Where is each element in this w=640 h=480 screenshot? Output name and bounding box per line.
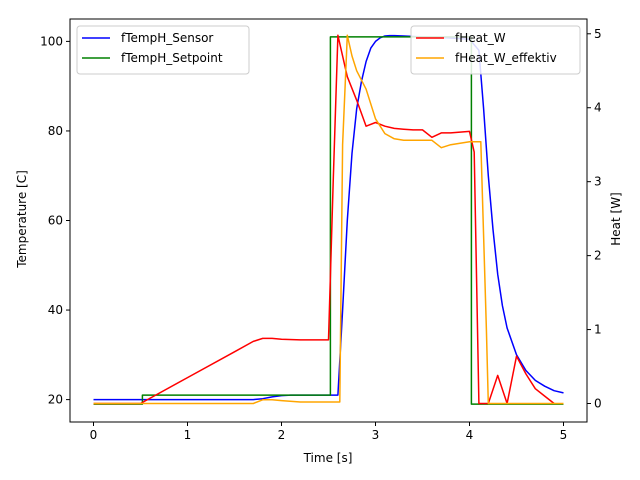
legend-left: fTempH_Sensor fTempH_Setpoint <box>76 25 250 75</box>
x-tick-label: 5 <box>560 428 568 442</box>
y-right-tick-label: 1 <box>594 323 602 337</box>
y-left-tick-label: 100 <box>40 34 63 48</box>
x-axis-ticks: 0 1 2 3 4 5 <box>90 422 568 442</box>
plot-lines <box>93 34 564 405</box>
y-left-axis-ticks: 20 40 60 80 100 <box>40 34 70 407</box>
y-right-tick-label: 5 <box>594 27 602 41</box>
x-tick-label: 4 <box>466 428 474 442</box>
legend-entry: fTempH_Sensor <box>121 31 213 45</box>
legend-entry: fHeat_W_effektiv <box>455 51 557 65</box>
y-right-axis-label: Heat [W] <box>609 192 623 246</box>
legend-right: fHeat_W fHeat_W_effektiv <box>410 25 581 75</box>
y-left-axis-label: Temperature [C] <box>15 170 29 269</box>
legend-box <box>76 25 250 75</box>
x-tick-label: 2 <box>278 428 286 442</box>
y-left-tick-label: 20 <box>48 393 63 407</box>
y-right-tick-label: 3 <box>594 175 602 189</box>
series-line-fheat-w-effektiv <box>93 34 564 405</box>
y-right-tick-label: 0 <box>594 397 602 411</box>
x-axis-label: Time [s] <box>303 451 353 465</box>
y-left-tick-label: 80 <box>48 124 63 138</box>
legend-entry: fHeat_W <box>455 31 506 45</box>
x-tick-label: 3 <box>372 428 380 442</box>
y-right-tick-label: 4 <box>594 101 602 115</box>
x-tick-label: 0 <box>90 428 98 442</box>
y-right-axis-ticks: 0 1 2 3 4 5 <box>587 27 602 411</box>
x-tick-label: 1 <box>184 428 192 442</box>
y-left-tick-label: 40 <box>48 303 63 317</box>
y-right-tick-label: 2 <box>594 249 602 263</box>
legend-entry: fTempH_Setpoint <box>121 51 223 65</box>
y-left-tick-label: 60 <box>48 214 63 228</box>
series-line-fheat-w <box>93 34 555 405</box>
legend-box <box>410 25 581 75</box>
